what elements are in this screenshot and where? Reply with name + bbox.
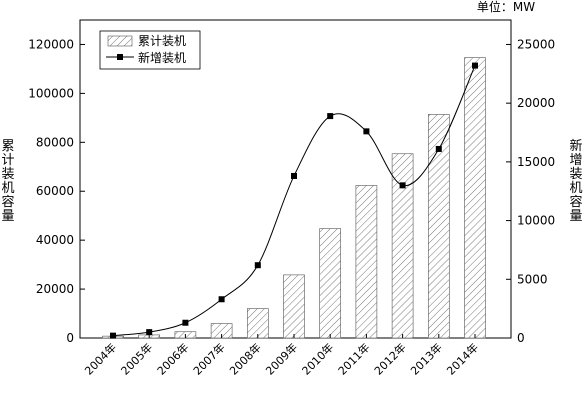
line-point: [146, 329, 153, 336]
line-point: [218, 296, 225, 303]
y-tick-label: 40000: [36, 233, 74, 247]
y2-tick-label: 20000: [517, 96, 555, 110]
y-tick-label: 0: [66, 331, 74, 345]
bar: [391, 153, 414, 339]
bar: [464, 57, 486, 339]
y-tick-label: 20000: [36, 282, 74, 296]
y-tick-label: 60000: [36, 184, 74, 198]
line-point: [399, 182, 406, 189]
x-tick-label: 2007年: [190, 340, 227, 377]
x-tick-label: 2005年: [118, 340, 155, 377]
y2-tick-label: 0: [517, 331, 525, 345]
right-y-axis: 0 5000 10000 15000 20000 25000: [506, 37, 555, 345]
line-point: [435, 145, 442, 152]
unit-label: 单位：MW: [477, 0, 535, 14]
legend-line-marker: [117, 54, 123, 60]
legend-line-label: 新增装机: [138, 50, 186, 65]
x-tick-label: 2006年: [154, 340, 191, 377]
line-point: [472, 62, 478, 69]
right-axis-label: 新增装机容量: [569, 138, 582, 224]
x-tick-label: 2014年: [444, 340, 481, 377]
x-tick-label: 2010年: [299, 340, 336, 377]
line-point: [254, 262, 261, 269]
line-point: [182, 319, 189, 326]
legend: 累计装机 新增装机: [99, 30, 201, 70]
bar: [247, 308, 269, 339]
y2-tick-label: 25000: [517, 37, 555, 51]
y2-tick-label: 5000: [517, 272, 548, 286]
bar: [319, 228, 342, 339]
legend-bar-label: 累计装机: [138, 34, 186, 48]
bar: [355, 185, 378, 339]
x-tick-label: 2013年: [407, 340, 444, 377]
y-tick-label: 80000: [36, 135, 74, 149]
y2-tick-label: 10000: [517, 214, 555, 228]
x-tick-label: 2004年: [82, 340, 119, 377]
line-point: [291, 172, 297, 179]
x-tick-label: 2011年: [335, 340, 372, 377]
x-axis: 2004年 2005年 2006年 2007年 2008年 2009年 2010年 2011年…: [82, 334, 481, 378]
x-tick-label: 2008年: [226, 340, 263, 377]
x-tick-label: 2009年: [263, 340, 300, 377]
line-point: [363, 128, 370, 135]
left-y-axis: 0 20000 40000 60000 80000 100000 120000: [28, 37, 85, 345]
left-axis-label: 累计装机容量: [1, 139, 14, 224]
bar-series: [102, 57, 486, 339]
x-tick-label: 2012年: [371, 340, 408, 377]
bar: [283, 274, 305, 339]
y-tick-label: 100000: [28, 86, 74, 100]
legend-bar-swatch: [107, 35, 133, 47]
y2-tick-label: 15000: [517, 155, 555, 169]
line-point: [327, 113, 334, 120]
y-tick-label: 120000: [28, 37, 74, 51]
